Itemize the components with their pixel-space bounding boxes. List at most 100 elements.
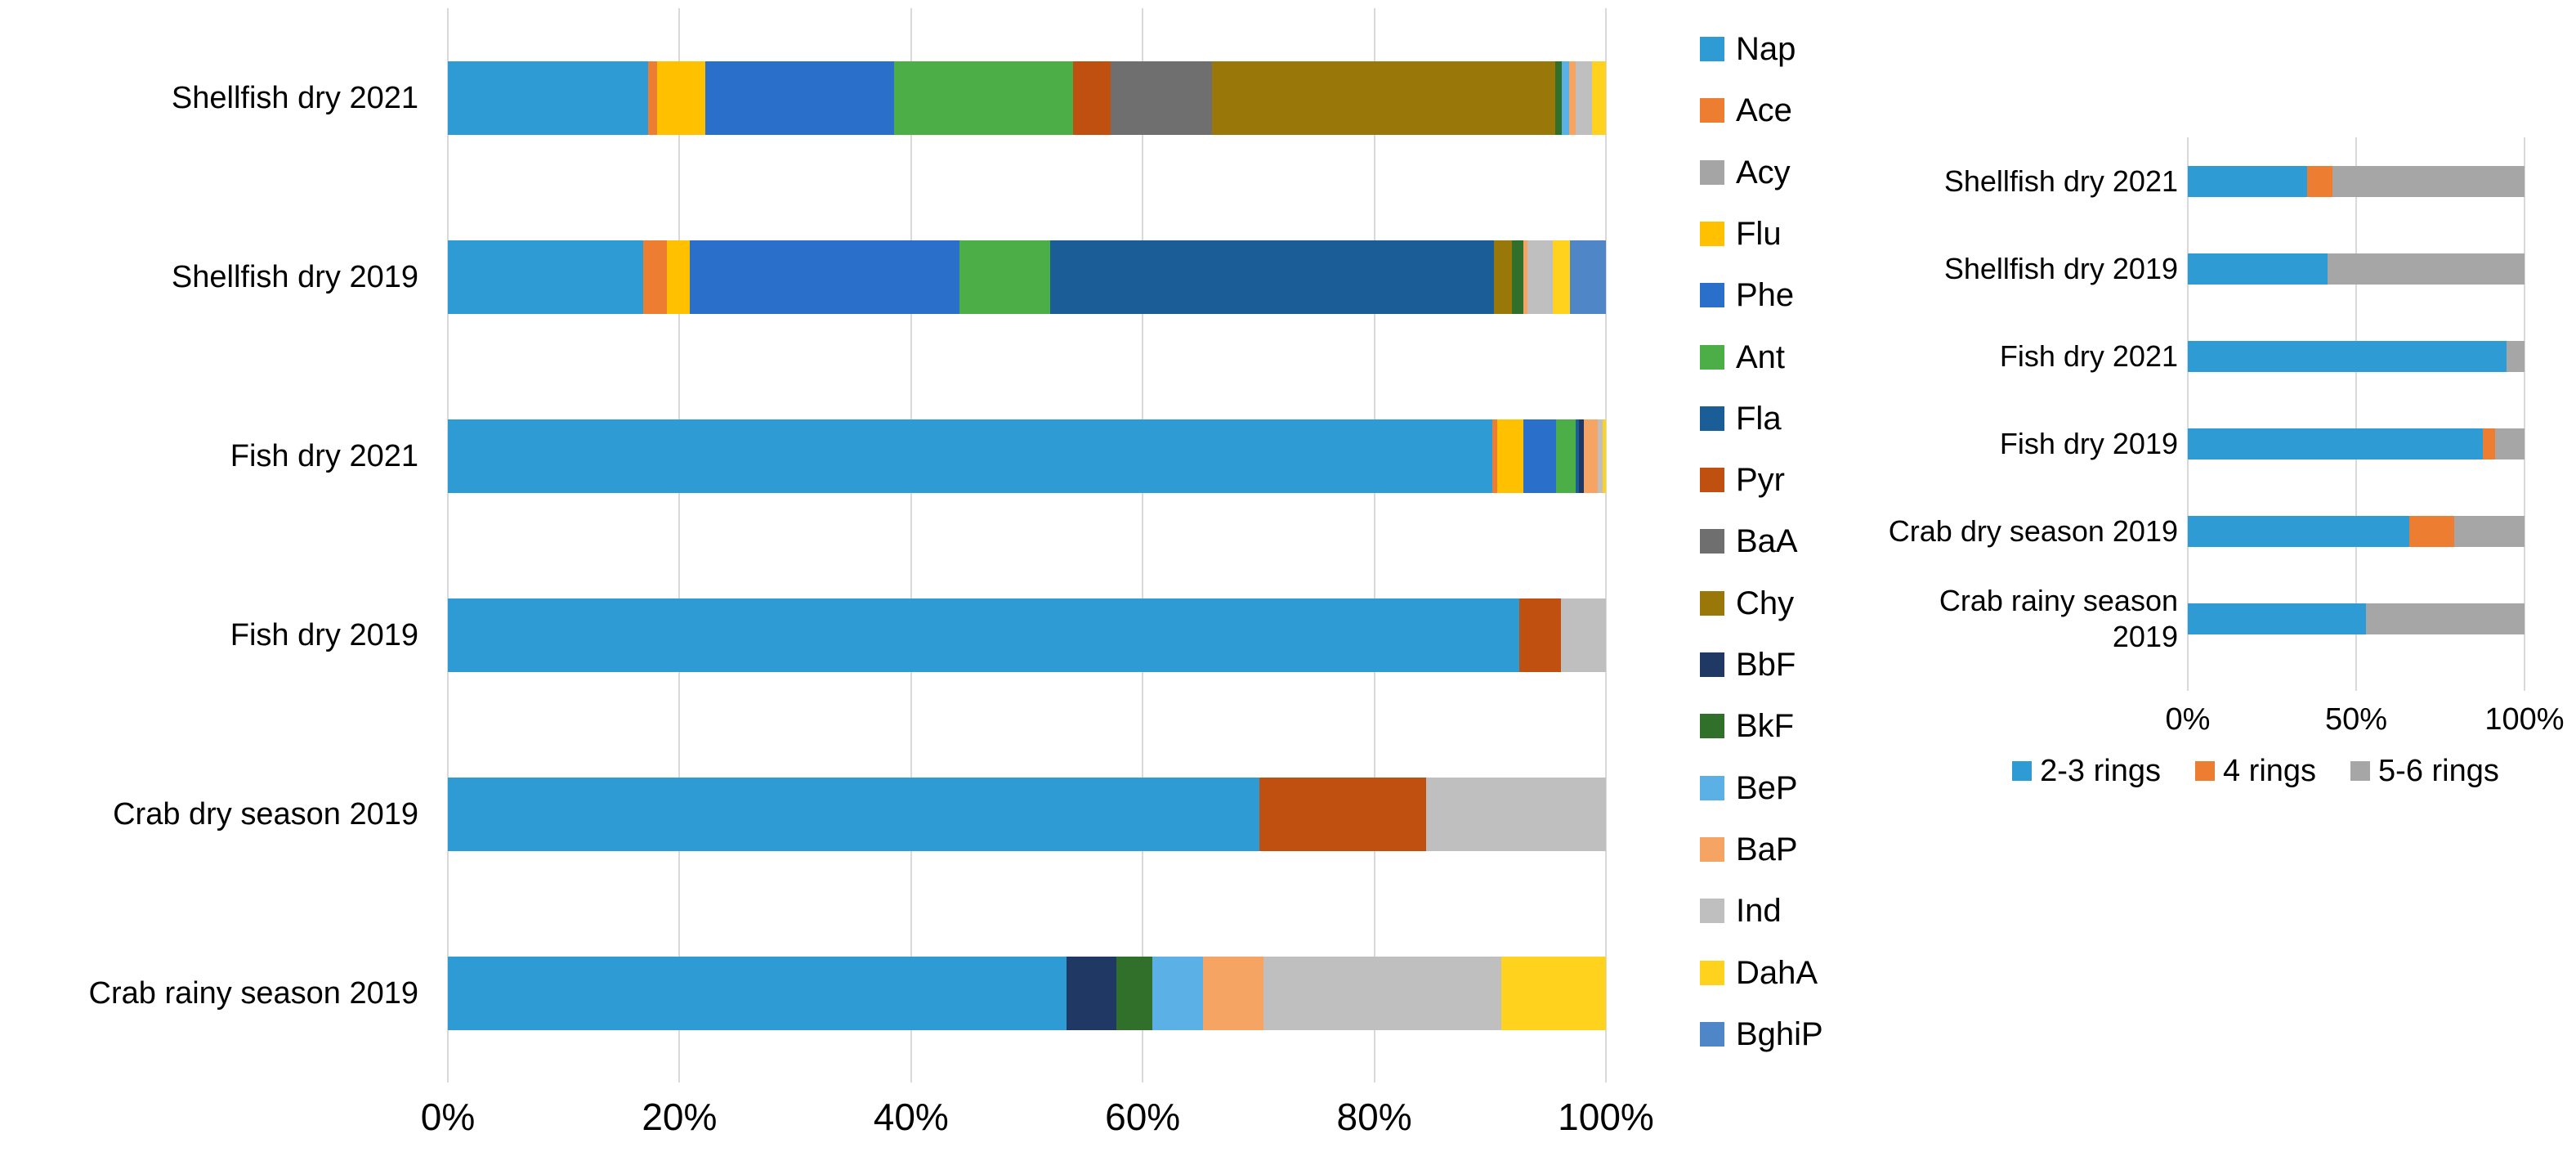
daha-legend-swatch-icon xyxy=(1700,960,1724,985)
bar-segment-phe xyxy=(690,240,960,314)
bar-row xyxy=(448,778,1606,851)
bar-row xyxy=(448,419,1606,493)
pyr-legend-swatch-icon xyxy=(1700,468,1724,493)
bar-segment-ant xyxy=(959,240,1050,314)
bar-segment-flu xyxy=(1496,419,1524,493)
bar-segment-4-rings xyxy=(2482,428,2496,459)
category-label: Crab dry season 2019 xyxy=(113,797,418,832)
x-tick-label: 50% xyxy=(2324,702,2388,737)
baa-legend-swatch-icon xyxy=(1700,529,1724,554)
bar-row xyxy=(2188,340,2525,372)
bar-segment-nap xyxy=(448,419,1493,493)
legend-label: 4 rings xyxy=(2222,754,2317,788)
legend-label: Fla xyxy=(1736,400,1782,437)
ant-legend-swatch-icon xyxy=(1700,344,1724,370)
bar-segment-nap xyxy=(448,240,644,314)
bar-segment-bbf xyxy=(1579,419,1585,493)
legend-label: Acy xyxy=(1736,154,1791,191)
bar-segment-bbf xyxy=(1066,957,1116,1030)
legend-label: Nap xyxy=(1736,31,1796,67)
bar-segment-pyr xyxy=(1518,598,1561,672)
legend-item-chy: Chy xyxy=(1700,572,1794,634)
category-label: Shellfish dry 2019 xyxy=(171,260,418,294)
category-label: Fish dry 2019 xyxy=(1999,426,2178,460)
bar-segment-ind xyxy=(1426,778,1606,851)
bar-row xyxy=(2188,428,2525,459)
bar-segment-bkf xyxy=(1554,61,1563,135)
bar-segment-pyr xyxy=(1073,61,1111,135)
bar-segment-bap xyxy=(1202,957,1263,1030)
legend-label: BghiP xyxy=(1736,1015,1823,1052)
bar-segment-5-6-rings xyxy=(2365,603,2525,634)
legend-item-nap: Nap xyxy=(1700,18,1796,80)
legend-item-acy: Acy xyxy=(1700,141,1791,204)
bar-segment-ace xyxy=(648,61,658,135)
gridline xyxy=(678,8,681,1083)
bar-segment-bap xyxy=(1568,61,1576,135)
bar-segment-2-3-rings xyxy=(2188,515,2410,547)
left-chart-category-labels: Shellfish dry 2021 Shellfish dry 2019 Fish… xyxy=(0,8,418,1091)
bar-segment-ind xyxy=(1598,419,1603,493)
category-label: Crab rainy season 2019 xyxy=(88,976,418,1011)
bar-segment-bap xyxy=(1523,240,1527,314)
legend-label: Flu xyxy=(1736,215,1782,252)
bar-segment-nap xyxy=(448,61,649,135)
x-tick-label: 40% xyxy=(873,1096,949,1138)
category-label: Crab rainy season 2019 xyxy=(1939,583,2178,653)
legend-label: BkF xyxy=(1736,708,1795,745)
bar-segment-bap xyxy=(1584,419,1599,493)
gridline xyxy=(1142,8,1144,1083)
bar-row xyxy=(2188,165,2525,197)
bar-row xyxy=(2188,603,2525,634)
bbf-legend-swatch-icon xyxy=(1700,652,1724,677)
bar-segment-bep xyxy=(1562,61,1569,135)
category-label: Fish dry 2021 xyxy=(1999,338,2178,373)
bar-segment-ind xyxy=(1263,957,1502,1030)
bar-segment-bkf xyxy=(1512,240,1524,314)
legend-item-bbf: BbF xyxy=(1700,634,1796,696)
legend-item-fla: Fla xyxy=(1700,388,1782,450)
bghip-legend-swatch-icon xyxy=(1700,1021,1724,1047)
acy-legend-swatch-icon xyxy=(1700,159,1724,185)
bar-row xyxy=(2188,253,2525,285)
legend-item-ace: Ace xyxy=(1700,79,1792,141)
category-label: Crab dry season 2019 xyxy=(1888,513,2178,548)
4-rings-legend-swatch-icon xyxy=(2194,761,2215,781)
gridline xyxy=(2187,137,2189,691)
2-3-rings-legend-swatch-icon xyxy=(2012,761,2033,781)
bar-segment-daha xyxy=(1501,957,1606,1030)
x-tick-label: 60% xyxy=(1105,1096,1181,1138)
x-tick-label: 80% xyxy=(1336,1096,1412,1138)
category-label: Shellfish dry 2021 xyxy=(171,81,418,115)
legend-item-baa: BaA xyxy=(1700,510,1798,572)
legend-label: 2-3 rings xyxy=(2040,754,2161,788)
bar-segment-bkf xyxy=(1116,957,1152,1030)
bar-segment-phe xyxy=(704,61,894,135)
bap-legend-swatch-icon xyxy=(1700,836,1724,862)
legend-item-bghip: BghiP xyxy=(1700,1003,1823,1065)
5-6-rings-legend-swatch-icon xyxy=(2350,761,2371,781)
bar-segment-5-6-rings xyxy=(2332,165,2525,197)
bep-legend-swatch-icon xyxy=(1700,775,1724,800)
bar-segment-2-3-rings xyxy=(2188,428,2483,459)
bar-segment-phe xyxy=(1523,419,1557,493)
gridline xyxy=(2524,137,2525,691)
bar-segment-2-3-rings xyxy=(2188,340,2507,372)
bar-segment-5-6-rings xyxy=(2327,253,2525,285)
legend-item-5-6-rings: 5-6 rings xyxy=(2350,755,2499,787)
x-tick-label: 0% xyxy=(2165,702,2211,737)
pah-legend: Nap Ace Acy Flu Phe Ant Fla Pyr BaA Chy BbF BkF BeP B… xyxy=(1700,0,1912,1096)
legend-item-pyr: Pyr xyxy=(1700,449,1785,511)
legend-label: 5-6 rings xyxy=(2378,754,2499,788)
bar-segment-pyr xyxy=(1259,778,1427,851)
bar-segment-ind xyxy=(1576,61,1592,135)
bar-segment-ind xyxy=(1527,240,1553,314)
legend-label: BaA xyxy=(1736,523,1798,560)
bar-row xyxy=(448,240,1606,314)
legend-label: Ant xyxy=(1736,338,1786,375)
legend-label: DahA xyxy=(1736,954,1818,991)
category-label: Fish dry 2019 xyxy=(230,618,418,652)
bar-segment-5-6-rings xyxy=(2453,515,2525,547)
